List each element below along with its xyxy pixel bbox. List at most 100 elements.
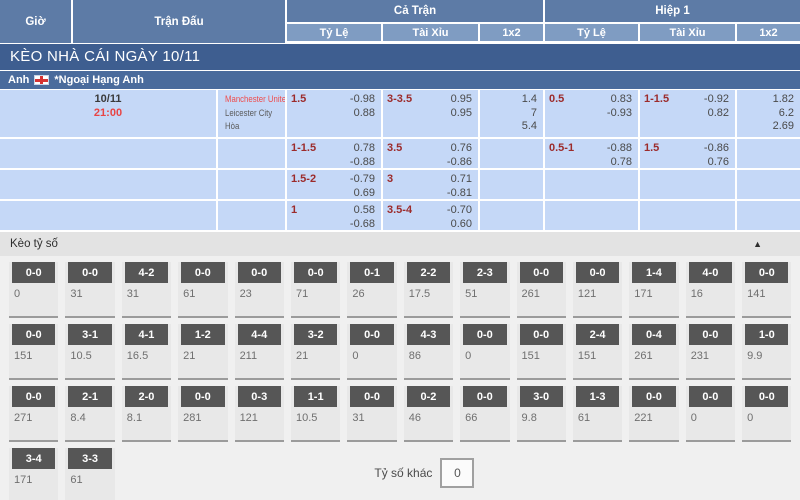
score-odds: 121 xyxy=(577,288,597,300)
score-cell[interactable]: 0-0 261 xyxy=(516,262,566,318)
score-cell[interactable]: 0-2 46 xyxy=(403,386,454,442)
score-odds: 9.8 xyxy=(521,412,537,424)
score-cell[interactable]: 3-1 10.5 xyxy=(65,324,115,380)
league-bar[interactable]: Anh *Ngoại Hạng Anh xyxy=(0,70,800,90)
h1-handicap-cell[interactable] xyxy=(545,201,640,230)
score-cell[interactable]: 4-1 16.5 xyxy=(121,324,172,380)
score-cell[interactable]: 0-0 71 xyxy=(290,262,341,318)
score-cell[interactable]: 0-4 261 xyxy=(629,324,679,380)
score-cell[interactable]: 0-1 26 xyxy=(347,262,397,318)
score-cell[interactable]: 4-3 86 xyxy=(403,324,454,380)
h1-over-under-cell[interactable]: 1-1.5 -0.92 0.82 xyxy=(640,90,737,137)
score-cell[interactable]: 0-0 31 xyxy=(347,386,397,442)
score-cell[interactable]: 1-4 171 xyxy=(629,262,679,318)
ft-1x2-cell[interactable] xyxy=(480,139,545,168)
odds-value: 0.76 xyxy=(450,142,472,154)
ft-handicap-cell[interactable]: 1-1.5 0.78 -0.88 xyxy=(287,139,383,168)
odds-value: 6.2 xyxy=(778,106,794,119)
score-cell[interactable]: 0-0 23 xyxy=(234,262,284,318)
collapse-arrow-icon[interactable]: ▲ xyxy=(753,239,762,249)
column-header-h1-1x2: 1x2 xyxy=(737,24,800,41)
ft-handicap-cell[interactable]: 1 0.58 -0.68 xyxy=(287,201,383,230)
score-cell[interactable]: 1-3 61 xyxy=(572,386,623,442)
odds-value: 1.4 xyxy=(521,93,537,105)
score-box: 0-0 xyxy=(745,262,789,283)
h1-1x2-cell[interactable] xyxy=(737,170,800,199)
score-cell[interactable]: 0-0 61 xyxy=(178,262,228,318)
score-cell[interactable]: 0-0 121 xyxy=(572,262,623,318)
ft-1x2-cell[interactable] xyxy=(480,170,545,199)
score-cell[interactable]: 1-1 10.5 xyxy=(290,386,341,442)
h1-over-under-cell[interactable] xyxy=(640,201,737,230)
score-cell[interactable]: 0-0 66 xyxy=(460,386,510,442)
h1-1x2-cell[interactable] xyxy=(737,139,800,168)
odds-value: 5.4 xyxy=(521,120,537,132)
score-odds: 8.1 xyxy=(126,412,143,424)
odds-table-body: 10/11 21:00 Manchester United Leicester Cit… xyxy=(0,90,800,232)
ft-handicap-cell[interactable]: 1.5 -0.98 0.88 xyxy=(287,90,383,137)
score-cell[interactable]: 3-4 171 xyxy=(9,448,59,500)
ft-over-under-cell[interactable]: 3.5 0.76 -0.86 xyxy=(383,139,480,168)
score-cell[interactable]: 2-1 8.4 xyxy=(65,386,115,442)
h1-1x2-cell[interactable]: 1.82 6.2 2.69 xyxy=(737,90,800,137)
score-cell[interactable]: 0-0 0 xyxy=(9,262,59,318)
score-cell[interactable]: 1-2 21 xyxy=(178,324,228,380)
h1-over-under-cell[interactable]: 1.5 -0.86 0.76 xyxy=(640,139,737,168)
score-cell[interactable]: 2-3 51 xyxy=(460,262,510,318)
h1-handicap-cell[interactable]: 0.5 0.83 -0.93 xyxy=(545,90,640,137)
ft-1x2-cell[interactable] xyxy=(480,201,545,230)
h1-handicap-cell[interactable]: 0.5-1 -0.88 0.78 xyxy=(545,139,640,168)
score-cell[interactable]: 0-0 151 xyxy=(9,324,59,380)
score-box: 0-0 xyxy=(688,324,733,345)
score-cell[interactable]: 3-2 21 xyxy=(290,324,341,380)
ft-handicap-cell[interactable]: 1.5-2 -0.79 0.69 xyxy=(287,170,383,199)
score-cell[interactable]: 0-0 271 xyxy=(9,386,59,442)
score-cell[interactable]: 2-0 8.1 xyxy=(121,386,172,442)
score-cell[interactable]: 1-0 9.9 xyxy=(742,324,792,380)
score-cell[interactable]: 4-0 16 xyxy=(685,262,736,318)
score-cell[interactable]: 0-0 151 xyxy=(516,324,566,380)
correct-score-section-header[interactable]: Kèo tỷ số ▲ xyxy=(0,232,800,256)
ft-over-under-cell[interactable]: 3 0.71 -0.81 xyxy=(383,170,480,199)
odds-row: 1-1.5 0.78 -0.88 3.5 0.76 -0.86 0.5-1 -0.88 0.78… xyxy=(0,139,800,170)
score-cell[interactable]: 0-0 0 xyxy=(347,324,397,380)
score-cell[interactable]: 0-0 221 xyxy=(629,386,679,442)
score-cell[interactable]: 4-4 211 xyxy=(234,324,284,380)
score-box: 0-0 xyxy=(68,262,112,283)
odds-value: -0.86 xyxy=(703,142,729,154)
h1-1x2-cell[interactable] xyxy=(737,201,800,230)
score-cell[interactable]: 2-4 151 xyxy=(572,324,623,380)
score-cell[interactable]: 0-3 121 xyxy=(234,386,284,442)
score-box: 0-0 xyxy=(632,386,676,407)
score-box: 0-1 xyxy=(350,262,394,283)
score-cell[interactable]: 0-0 281 xyxy=(178,386,228,442)
odds-value: 0.83 xyxy=(610,93,632,105)
odds-value: 0.78 xyxy=(353,142,375,154)
score-cell[interactable]: 3-3 61 xyxy=(65,448,115,500)
score-cell[interactable]: 0-0 231 xyxy=(685,324,736,380)
score-cell[interactable]: 4-2 31 xyxy=(121,262,172,318)
ft-over-under-cell[interactable]: 3-3.5 0.95 0.95 xyxy=(383,90,480,137)
score-box: 3-3 xyxy=(68,448,112,469)
score-odds: 46 xyxy=(408,412,421,424)
score-cell[interactable]: 3-0 9.8 xyxy=(516,386,566,442)
ft-1x2-cell[interactable]: 1.4 7 5.4 xyxy=(480,90,545,137)
score-cell[interactable]: 2-2 17.5 xyxy=(403,262,454,318)
h1-handicap-cell[interactable] xyxy=(545,170,640,199)
score-cell[interactable]: 0-0 0 xyxy=(742,386,792,442)
ft-over-under-cell[interactable]: 3.5-4 -0.70 0.60 xyxy=(383,201,480,230)
full-time-column-group: Cả Trận Tỷ Lệ Tài Xỉu 1x2 xyxy=(287,0,545,44)
score-box: 4-0 xyxy=(688,262,733,283)
odds-row: 1.5-2 -0.79 0.69 3 0.71 -0.81 xyxy=(0,170,800,201)
first-half-column-group: Hiệp 1 Tỷ Lệ Tài Xỉu 1x2 xyxy=(545,0,800,44)
score-cell[interactable]: 0-0 141 xyxy=(742,262,792,318)
score-cell[interactable]: 0-0 0 xyxy=(460,324,510,380)
other-score-value-box[interactable]: 0 xyxy=(440,458,475,488)
h1-over-under-cell[interactable] xyxy=(640,170,737,199)
score-box: 0-0 xyxy=(463,386,507,407)
score-cell[interactable]: 0-0 0 xyxy=(685,386,736,442)
score-odds: 21 xyxy=(183,350,196,362)
column-header-first-half: Hiệp 1 xyxy=(545,0,800,24)
score-box: 0-3 xyxy=(237,386,281,407)
score-cell[interactable]: 0-0 31 xyxy=(65,262,115,318)
